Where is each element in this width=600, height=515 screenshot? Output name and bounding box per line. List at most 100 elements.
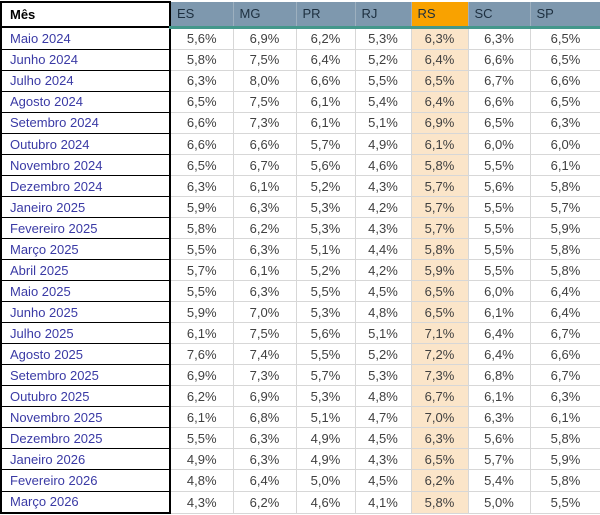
value-cell-mg[interactable]: 6,2% bbox=[232, 490, 297, 514]
month-cell[interactable]: Novembro 2024 bbox=[0, 154, 171, 177]
value-cell-rj[interactable]: 4,2% bbox=[354, 259, 412, 282]
value-cell-rj[interactable]: 4,5% bbox=[354, 427, 412, 450]
value-cell-sp[interactable]: 5,8% bbox=[529, 238, 600, 261]
value-cell-es[interactable]: 4,9% bbox=[169, 448, 234, 471]
value-cell-rj[interactable]: 5,4% bbox=[354, 90, 412, 113]
value-cell-es[interactable]: 5,5% bbox=[169, 427, 234, 450]
value-cell-mg[interactable]: 6,3% bbox=[232, 238, 297, 261]
value-cell-es[interactable]: 6,3% bbox=[169, 175, 234, 198]
value-cell-pr[interactable]: 6,2% bbox=[295, 26, 356, 50]
value-cell-rs[interactable]: 5,7% bbox=[410, 217, 469, 240]
value-cell-sp[interactable]: 6,4% bbox=[529, 280, 600, 303]
value-cell-es[interactable]: 6,6% bbox=[169, 111, 234, 134]
month-column-header[interactable]: Mês bbox=[0, 1, 171, 28]
value-cell-rj[interactable]: 5,1% bbox=[354, 322, 412, 345]
value-cell-es[interactable]: 4,8% bbox=[169, 469, 234, 492]
value-cell-pr[interactable]: 5,5% bbox=[295, 343, 356, 366]
value-cell-sp[interactable]: 6,4% bbox=[529, 301, 600, 324]
value-cell-rj[interactable]: 5,5% bbox=[354, 69, 412, 92]
value-cell-sp[interactable]: 5,7% bbox=[529, 196, 600, 219]
column-header-rs[interactable]: RS bbox=[411, 2, 469, 29]
value-cell-sp[interactable]: 6,7% bbox=[529, 364, 600, 387]
value-cell-rs[interactable]: 6,4% bbox=[410, 90, 469, 113]
value-cell-pr[interactable]: 5,3% bbox=[295, 385, 356, 408]
value-cell-mg[interactable]: 6,3% bbox=[232, 196, 297, 219]
value-cell-mg[interactable]: 8,0% bbox=[232, 69, 297, 92]
value-cell-sc[interactable]: 6,0% bbox=[467, 132, 531, 156]
value-cell-mg[interactable]: 6,2% bbox=[232, 217, 297, 240]
month-cell[interactable]: Janeiro 2025 bbox=[0, 196, 171, 219]
value-cell-rs[interactable]: 5,8% bbox=[410, 490, 469, 514]
value-cell-sp[interactable]: 6,5% bbox=[529, 90, 600, 113]
value-cell-rs[interactable]: 6,9% bbox=[410, 111, 469, 134]
value-cell-rs[interactable]: 6,2% bbox=[410, 469, 469, 492]
column-header-pr[interactable]: PR bbox=[296, 2, 356, 29]
value-cell-rj[interactable]: 5,2% bbox=[354, 343, 412, 366]
value-cell-sc[interactable]: 6,5% bbox=[467, 111, 531, 134]
value-cell-sc[interactable]: 6,6% bbox=[467, 90, 531, 113]
value-cell-rs[interactable]: 7,3% bbox=[410, 364, 469, 387]
value-cell-sc[interactable]: 6,4% bbox=[467, 343, 531, 366]
value-cell-sp[interactable]: 6,0% bbox=[529, 132, 600, 156]
value-cell-rj[interactable]: 5,1% bbox=[354, 111, 412, 134]
value-cell-pr[interactable]: 6,1% bbox=[295, 111, 356, 134]
value-cell-sc[interactable]: 6,7% bbox=[467, 69, 531, 92]
value-cell-sc[interactable]: 6,4% bbox=[467, 322, 531, 345]
value-cell-rs[interactable]: 5,8% bbox=[410, 154, 469, 177]
value-cell-sc[interactable]: 6,6% bbox=[467, 48, 531, 71]
value-cell-rs[interactable]: 7,1% bbox=[410, 322, 469, 345]
value-cell-sp[interactable]: 6,1% bbox=[529, 406, 600, 429]
value-cell-sc[interactable]: 6,1% bbox=[467, 301, 531, 324]
value-cell-sp[interactable]: 6,5% bbox=[529, 26, 600, 50]
month-cell[interactable]: Setembro 2024 bbox=[0, 111, 171, 134]
value-cell-sp[interactable]: 6,7% bbox=[529, 322, 600, 345]
value-cell-mg[interactable]: 6,9% bbox=[232, 385, 297, 408]
value-cell-sc[interactable]: 6,3% bbox=[467, 26, 531, 50]
value-cell-es[interactable]: 5,9% bbox=[169, 196, 234, 219]
value-cell-rs[interactable]: 6,1% bbox=[410, 132, 469, 156]
value-cell-rj[interactable]: 4,3% bbox=[354, 175, 412, 198]
value-cell-rj[interactable]: 4,4% bbox=[354, 238, 412, 261]
value-cell-pr[interactable]: 5,2% bbox=[295, 259, 356, 282]
month-cell[interactable]: Setembro 2025 bbox=[0, 364, 171, 387]
value-cell-sp[interactable]: 6,3% bbox=[529, 385, 600, 408]
value-cell-pr[interactable]: 5,7% bbox=[295, 132, 356, 156]
value-cell-es[interactable]: 4,3% bbox=[169, 490, 234, 514]
value-cell-rs[interactable]: 5,9% bbox=[410, 259, 469, 282]
value-cell-rj[interactable]: 4,9% bbox=[354, 132, 412, 156]
column-header-sc[interactable]: SC bbox=[468, 2, 531, 29]
value-cell-rs[interactable]: 7,2% bbox=[410, 343, 469, 366]
value-cell-es[interactable]: 6,1% bbox=[169, 322, 234, 345]
value-cell-rj[interactable]: 4,5% bbox=[354, 469, 412, 492]
value-cell-sc[interactable]: 5,5% bbox=[467, 217, 531, 240]
value-cell-sp[interactable]: 6,5% bbox=[529, 48, 600, 71]
value-cell-sp[interactable]: 6,3% bbox=[529, 111, 600, 134]
value-cell-sc[interactable]: 5,0% bbox=[467, 490, 531, 514]
value-cell-rj[interactable]: 4,1% bbox=[354, 490, 412, 514]
value-cell-es[interactable]: 5,5% bbox=[169, 238, 234, 261]
month-cell[interactable]: Agosto 2024 bbox=[0, 90, 171, 113]
value-cell-mg[interactable]: 6,3% bbox=[232, 427, 297, 450]
month-cell[interactable]: Dezembro 2025 bbox=[0, 427, 171, 450]
value-cell-sc[interactable]: 6,8% bbox=[467, 364, 531, 387]
month-cell[interactable]: Junho 2025 bbox=[0, 301, 171, 324]
value-cell-sp[interactable]: 6,6% bbox=[529, 69, 600, 92]
value-cell-sp[interactable]: 5,8% bbox=[529, 259, 600, 282]
value-cell-rs[interactable]: 5,7% bbox=[410, 175, 469, 198]
value-cell-sc[interactable]: 5,4% bbox=[467, 469, 531, 492]
value-cell-es[interactable]: 5,9% bbox=[169, 301, 234, 324]
month-cell[interactable]: Fevereiro 2026 bbox=[0, 469, 171, 492]
value-cell-pr[interactable]: 6,4% bbox=[295, 48, 356, 71]
value-cell-rj[interactable]: 4,7% bbox=[354, 406, 412, 429]
value-cell-sc[interactable]: 6,0% bbox=[467, 280, 531, 303]
value-cell-sc[interactable]: 5,5% bbox=[467, 259, 531, 282]
value-cell-es[interactable]: 6,5% bbox=[169, 154, 234, 177]
value-cell-sc[interactable]: 5,5% bbox=[467, 154, 531, 177]
value-cell-rs[interactable]: 6,5% bbox=[410, 69, 469, 92]
value-cell-rs[interactable]: 5,7% bbox=[410, 196, 469, 219]
month-cell[interactable]: Outubro 2024 bbox=[0, 132, 171, 156]
value-cell-pr[interactable]: 6,1% bbox=[295, 90, 356, 113]
value-cell-pr[interactable]: 5,3% bbox=[295, 196, 356, 219]
value-cell-mg[interactable]: 7,5% bbox=[232, 322, 297, 345]
value-cell-rs[interactable]: 6,5% bbox=[410, 280, 469, 303]
